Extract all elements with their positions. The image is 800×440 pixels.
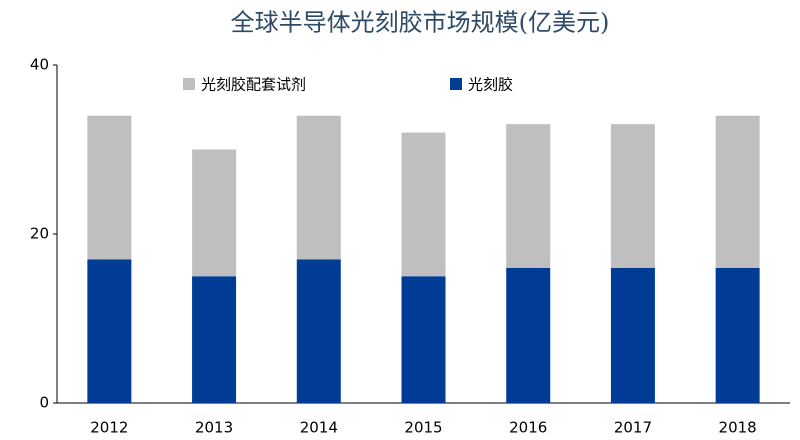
legend-label: 光刻胶配套试剂 [201,76,306,94]
legend-swatch [450,78,462,90]
bar-segment [401,276,446,403]
bar-segment [296,259,341,403]
bar-segment [87,259,132,403]
bar-segment [506,267,551,403]
x-tick-label: 2015 [404,419,442,437]
x-tick-label: 2016 [509,419,547,437]
bar-segment [401,132,446,277]
y-tick-label: 20 [30,225,49,243]
x-tick-label: 2018 [719,419,757,437]
bar-segment [506,124,551,268]
bar-segment [296,115,341,260]
bar-segment [87,115,132,260]
y-tick-label: 40 [30,56,49,74]
x-tick-label: 2014 [300,419,338,437]
legend-swatch [183,78,195,90]
bar-segment [610,267,655,403]
chart-title: 全球半导体光刻胶市场规模(亿美元) [231,9,610,37]
legend-label: 光刻胶 [468,76,513,94]
x-tick-label: 2017 [614,419,652,437]
x-tick-label: 2012 [90,419,128,437]
bar-segment [715,115,760,268]
y-tick-label: 0 [39,394,49,412]
bar-segment [192,149,237,277]
bar-segment [610,124,655,268]
bar-segment [715,267,760,403]
x-tick-label: 2013 [195,419,233,437]
bar-segment [192,276,237,403]
